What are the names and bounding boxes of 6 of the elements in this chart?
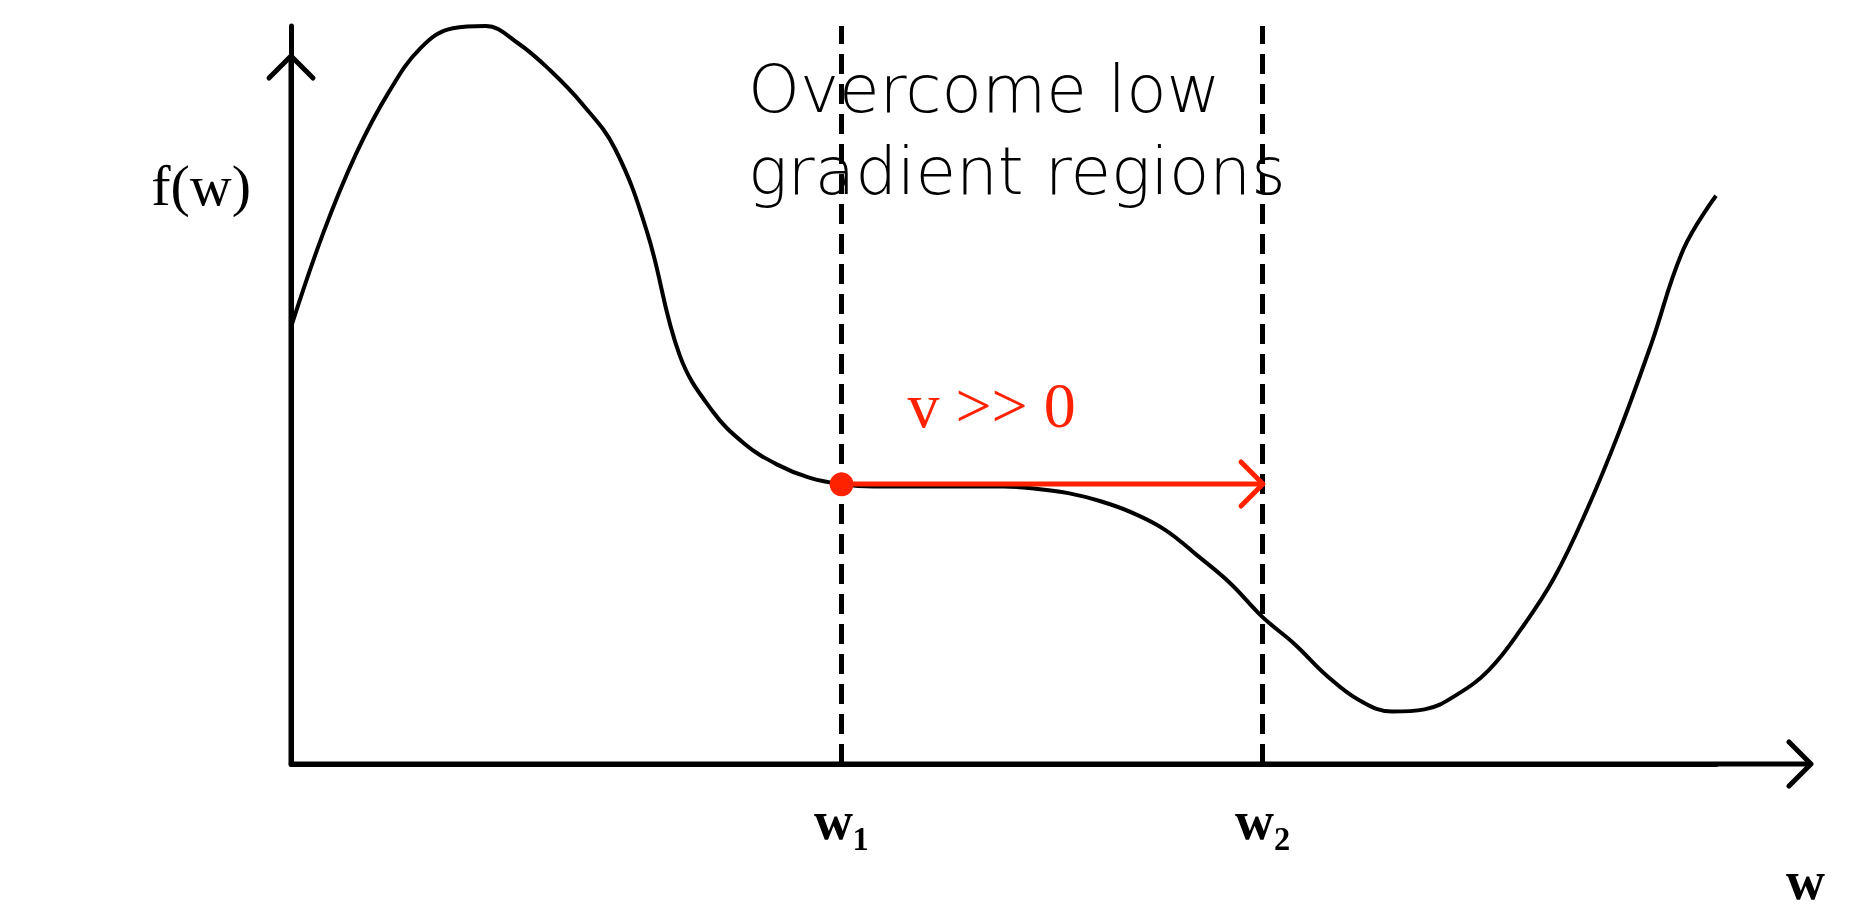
x-tick-label: w₁ bbox=[813, 791, 870, 851]
annotation: v >> 0 bbox=[907, 369, 1076, 441]
x-tick-label: w₂ bbox=[1235, 791, 1291, 851]
y-axis-title: f(w) bbox=[151, 152, 251, 218]
x-axis-title: w bbox=[1786, 851, 1825, 911]
annotation: Overcome low gradient regions bbox=[748, 50, 1286, 210]
